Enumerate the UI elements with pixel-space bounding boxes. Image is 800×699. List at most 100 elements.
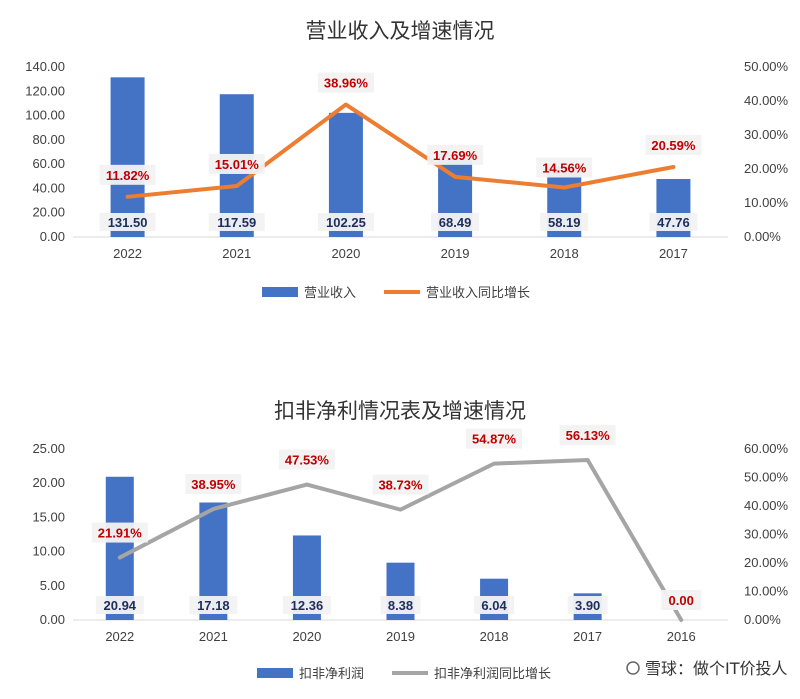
watermark-text: 雪球：做个IT价投人 <box>645 659 788 678</box>
chart2-y-left-tick: 15.00 <box>32 509 65 524</box>
chart1-pct-label: 17.69% <box>433 148 478 163</box>
chart1-y-left-tick: 60.00 <box>32 156 65 171</box>
chart1-pct-label: 38.96% <box>324 76 369 91</box>
chart1-bar-label-box <box>649 213 698 231</box>
chart2-pct-label: 47.53% <box>285 453 330 468</box>
chart2-title: 扣非净利情况表及增速情况 <box>274 399 526 423</box>
chart1-pct-label-box <box>317 72 374 93</box>
chart1-pct-label: 11.82% <box>106 168 150 183</box>
chart2-x-tick: 2018 <box>480 629 509 644</box>
chart2-pct-label-box <box>185 473 242 494</box>
chart1-y-right-tick: 20.00% <box>744 161 789 176</box>
chart1-x-tick: 2022 <box>113 246 142 261</box>
chart2-y-left-tick: 0.00 <box>40 612 65 627</box>
chart2-bar-label: 6.04 <box>481 598 507 613</box>
chart1-pct-label-box <box>427 144 484 165</box>
chart2-legend-bar-label: 扣非净利润 <box>299 667 364 682</box>
chart1-bar-label: 131.50 <box>108 215 148 230</box>
chart1-y-left-tick: 0.00 <box>40 229 65 244</box>
chart1-pct-label-box <box>536 157 593 178</box>
chart2-pct-label-box <box>372 474 429 495</box>
chart1-y-right-tick: 10.00% <box>744 195 789 210</box>
chart2-pct-label: 56.13% <box>566 428 611 443</box>
chart1-pct-label: 15.01% <box>215 157 260 172</box>
chart1-line-series <box>125 102 676 199</box>
chart2-bar-label-box <box>567 596 608 614</box>
chart2-x-tick: 2019 <box>386 629 415 644</box>
chart2-pct-label: 0.00 <box>669 593 694 608</box>
chart2-bar-label-box <box>380 596 421 614</box>
chart2-pct-label-box <box>661 590 702 610</box>
chart2-pct-label: 21.91% <box>98 526 143 541</box>
chart2-y-right-tick: 60.00% <box>744 441 789 456</box>
chart1-pct-label: 20.59% <box>651 138 696 153</box>
chart1-title: 营业收入及增速情况 <box>306 19 495 43</box>
chart1-pct-label-box <box>208 153 265 174</box>
chart2-bar-label: 8.38 <box>388 598 413 613</box>
chart1-y-left-tick: 40.00 <box>32 180 65 195</box>
chart2-bar-label-box <box>474 596 515 614</box>
chart1-bar-label: 58.19 <box>548 215 581 230</box>
chart2-y-left-tick: 5.00 <box>40 578 65 593</box>
chart2-bar-label: 3.90 <box>575 598 600 613</box>
chart1-pct-label: 14.56% <box>542 160 587 175</box>
chart2-line-series <box>117 458 684 622</box>
chart1-bar <box>110 77 145 237</box>
chart1-y-left-tick: 80.00 <box>32 132 65 147</box>
chart2-y-right-tick: 50.00% <box>744 470 789 485</box>
chart1-pct-label-box <box>99 164 156 185</box>
chart2-legend-line-label: 扣非净利润同比增长 <box>434 667 551 682</box>
chart1-x-tick: 2017 <box>659 246 688 261</box>
chart2-bar-label-box <box>282 596 331 614</box>
chart1-y-right-tick: 0.00% <box>744 229 781 244</box>
chart2-x-tick: 2021 <box>199 629 228 644</box>
chart2-y-right-tick: 20.00% <box>744 555 789 570</box>
chart2-plot: 0.00 5.00 10.00 15.00 20.00 25.00 0.00% 10.00% 2… <box>32 425 789 682</box>
chart1-pct-label-box <box>645 134 702 155</box>
chart1-legend-bar-label: 营业收入 <box>304 286 356 301</box>
chart2-y-right-tick: 40.00% <box>744 498 789 513</box>
chart1-bar-label: 117.59 <box>217 215 256 230</box>
chart1-legend-line-label: 营业收入同比增长 <box>426 286 530 301</box>
chart1-y-right-tick: 40.00% <box>744 93 789 108</box>
chart1-plot: 0.00 20.00 40.00 60.00 80.00 100.00 120.00 140.… <box>25 59 788 301</box>
chart2-pct-label: 38.73% <box>378 478 423 493</box>
chart2-x-tick: 2017 <box>573 629 602 644</box>
chart2-pct-label: 54.87% <box>472 432 517 447</box>
chart1-bar-label: 102.25 <box>326 215 366 230</box>
chart1-y-right-tick: 50.00% <box>744 59 789 74</box>
chart2-bar-label: 20.94 <box>104 598 137 613</box>
chart1-bar-label-box <box>431 213 480 231</box>
chart1-bar-label-box <box>540 213 589 231</box>
chart2-bar-label: 12.36 <box>291 598 324 613</box>
chart1-y-left-tick: 140.00 <box>25 59 65 74</box>
chart2-y-right-tick: 0.00% <box>744 612 781 627</box>
chart1-y-left-tick: 20.00 <box>32 205 65 220</box>
chart2-bar-label-box <box>189 596 238 614</box>
chart1-bar-label-box <box>317 213 374 231</box>
chart1-x-tick: 2021 <box>222 246 251 261</box>
chart1-y-right-tick: 30.00% <box>744 127 789 142</box>
chart2-pct-label-box <box>91 522 148 543</box>
chart2-pct-label-box <box>466 428 523 449</box>
chart2-x-tick: 2016 <box>667 629 696 644</box>
chart2-y-left-tick: 20.00 <box>32 475 65 490</box>
chart1-y-left-tick: 120.00 <box>25 83 65 98</box>
chart2-pct-label: 38.95% <box>191 477 236 492</box>
chart1-bar-label: 47.76 <box>657 215 690 230</box>
chart2-bar-label: 17.18 <box>197 598 230 613</box>
chart1-bar-label-box <box>208 213 265 231</box>
chart2-y-right-tick: 30.00% <box>744 527 789 542</box>
chart1-bar-label-box <box>99 213 156 231</box>
chart2-legend-bar-swatch <box>257 668 293 678</box>
chart2-x-tick: 2020 <box>292 629 321 644</box>
chart2-y-left-tick: 10.00 <box>32 544 65 559</box>
chart1-x-tick: 2018 <box>550 246 579 261</box>
chart2-y-left-tick: 25.00 <box>32 441 65 456</box>
chart2-bar-label-box <box>95 596 144 614</box>
chart1-y-left-tick: 100.00 <box>25 108 65 123</box>
chart1-legend-bar-swatch <box>262 287 298 297</box>
chart2-x-tick: 2022 <box>105 629 134 644</box>
watermark-logo-icon <box>626 661 640 675</box>
